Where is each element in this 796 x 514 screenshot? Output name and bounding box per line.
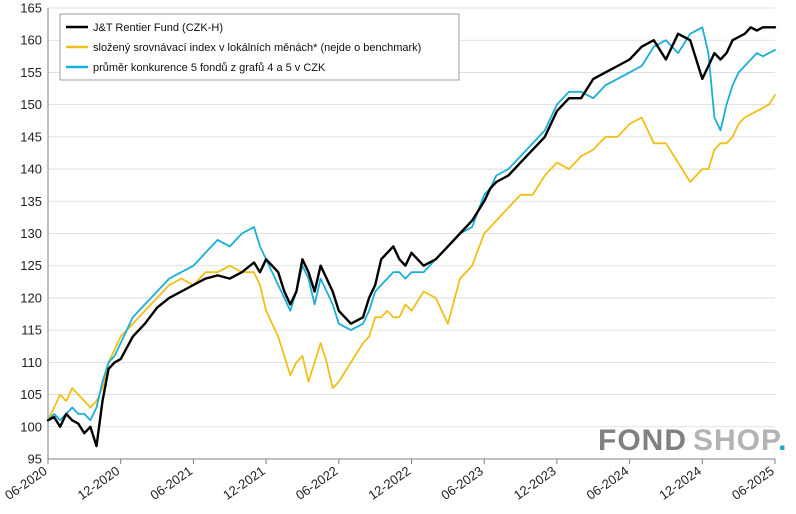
legend-label: průměr konkurence 5 fondů z grafů 4 a 5 … xyxy=(93,62,326,74)
y-tick-label: 165 xyxy=(20,1,42,16)
legend-label: složený srovnávací index v lokálních měn… xyxy=(93,42,421,54)
y-tick-label: 135 xyxy=(20,194,42,209)
y-tick-label: 105 xyxy=(20,387,42,402)
legend-box xyxy=(59,13,460,81)
series-line-2 xyxy=(47,94,776,422)
series-line-3 xyxy=(47,26,776,422)
legend: J&T Rentier Fund (CZK-H) složený srovnáva… xyxy=(59,13,460,81)
y-tick-label: 140 xyxy=(20,162,42,177)
series-lines xyxy=(46,26,777,448)
logo-part-dot: . xyxy=(778,424,787,457)
logo-part-shop: SHOP xyxy=(693,424,780,457)
y-tick-label: 155 xyxy=(20,65,42,80)
legend-items: J&T Rentier Fund (CZK-H) složený srovnáva… xyxy=(66,22,421,74)
axes xyxy=(47,8,776,464)
y-axis-ticks: 95 100 105 110 115 120 125 130 135 140 145 150 155 16… xyxy=(20,1,42,467)
y-tick-label: 100 xyxy=(20,419,42,434)
y-tick-label: 110 xyxy=(21,355,42,370)
y-tick-label: 120 xyxy=(20,290,42,305)
y-tick-label: 125 xyxy=(20,258,42,273)
series-line-1 xyxy=(46,26,777,448)
y-tick-label: 160 xyxy=(20,33,42,48)
y-tick-label: 145 xyxy=(20,129,42,144)
y-tick-label: 150 xyxy=(20,97,42,112)
y-tick-label: 95 xyxy=(28,452,42,467)
y-tick-label: 115 xyxy=(21,323,42,338)
y-tick-label: 130 xyxy=(20,226,42,241)
logo-part-fond: FOND xyxy=(598,424,687,457)
fondshop-logo: FOND SHOP. xyxy=(598,424,788,457)
legend-label: J&T Rentier Fund (CZK-H) xyxy=(93,22,223,34)
